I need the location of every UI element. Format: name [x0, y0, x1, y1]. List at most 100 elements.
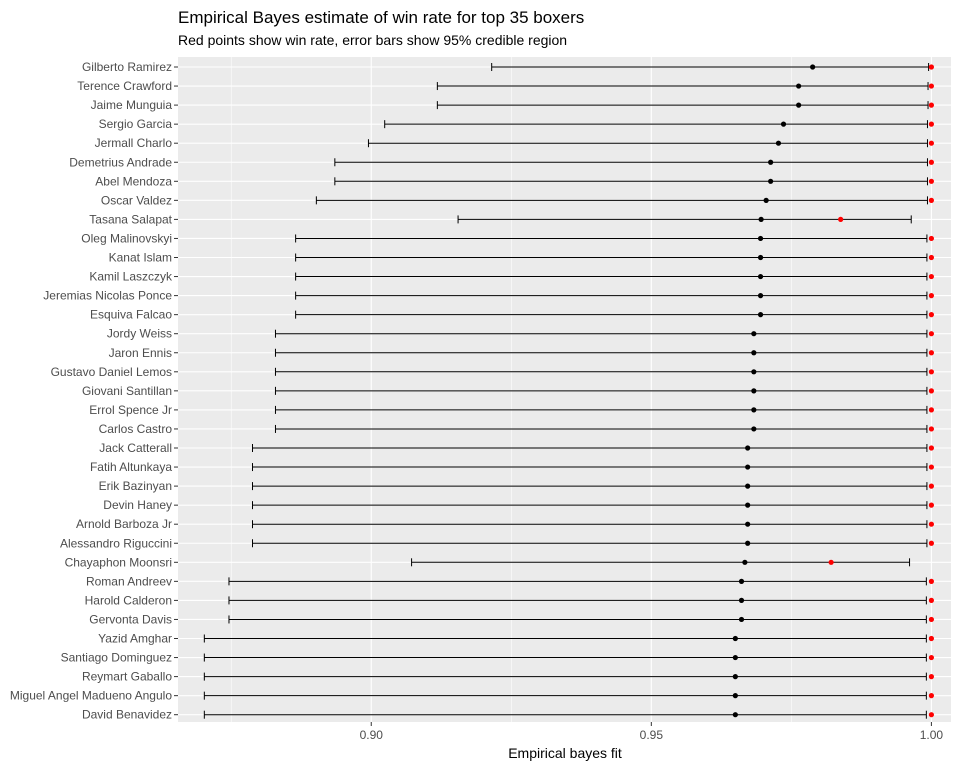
estimate-point	[810, 64, 816, 70]
y-tick-label: Gervonta Davis	[89, 612, 172, 626]
y-tick-label: Chayaphon Moonsri	[65, 555, 172, 569]
y-tick-label: Gustavo Daniel Lemos	[51, 365, 172, 379]
y-tick-label: Miguel Angel Madueno Angulo	[10, 689, 172, 703]
y-tick-label: Errol Spence Jr	[89, 403, 172, 417]
win-rate-point	[928, 407, 934, 413]
y-tick-label: Oleg Malinovskyi	[81, 231, 172, 245]
minor-gridlines	[230, 57, 792, 722]
y-tick-label: Alessandro Riguccini	[60, 536, 172, 550]
y-tick-label: Harold Calderon	[85, 593, 172, 607]
chart-title: Empirical Bayes estimate of win rate for…	[178, 8, 584, 27]
win-rate-point	[928, 254, 934, 261]
win-rate-point	[928, 502, 934, 508]
y-tick-label: Jordy Weiss	[107, 327, 172, 341]
estimate-point	[796, 102, 802, 108]
x-tick-label: 0.90	[360, 728, 384, 742]
estimate-point	[757, 293, 764, 299]
win-rate-point	[828, 559, 834, 565]
estimate-point	[775, 140, 782, 146]
y-tick-label: Tasana Salapat	[89, 212, 172, 226]
y-tick-label: Jeremias Nicolas Ponce	[43, 289, 172, 303]
estimate-point	[751, 369, 757, 375]
y-tick-label: Jaron Ennis	[109, 346, 172, 360]
estimate-point	[732, 654, 738, 661]
y-tick-label: David Benavidez	[82, 708, 172, 722]
estimate-point	[745, 521, 751, 527]
win-rate-point	[928, 712, 934, 718]
y-tick-label: Terence Crawford	[77, 79, 172, 93]
win-rate-point	[928, 464, 934, 470]
y-tick-label: Jermall Charlo	[95, 136, 173, 150]
win-rate-point	[928, 426, 934, 432]
estimate-point	[738, 616, 745, 623]
estimate-point	[732, 712, 738, 718]
y-tick-label: Gilberto Ramirez	[82, 60, 172, 74]
estimate-point	[758, 216, 764, 222]
y-tick-label: Demetrius Andrade	[69, 155, 172, 169]
win-rate-point	[928, 159, 934, 165]
estimate-point	[738, 578, 745, 584]
y-tick-label: Reymart Gaballo	[82, 670, 172, 684]
estimate-point	[757, 273, 764, 280]
win-rate-point	[928, 64, 934, 70]
win-rate-point	[928, 674, 934, 680]
y-tick-label: Sergio Garcia	[99, 117, 173, 131]
win-rate-point	[928, 83, 934, 89]
win-rate-point	[928, 178, 934, 184]
plot-panel	[178, 57, 951, 722]
win-rate-point	[928, 578, 934, 584]
y-tick-label: Kanat Islam	[109, 251, 172, 265]
estimate-point	[732, 693, 738, 699]
x-axis-label: Empirical bayes fit	[508, 745, 622, 761]
estimate-point	[745, 445, 751, 451]
win-rate-point	[928, 102, 934, 108]
estimate-point	[757, 254, 764, 261]
points	[732, 64, 934, 718]
win-rate-point	[928, 597, 934, 604]
win-rate-point	[928, 273, 934, 280]
win-rate-point	[928, 616, 934, 623]
estimate-point	[757, 235, 764, 242]
estimate-point	[757, 312, 764, 318]
x-tick-label: 0.95	[640, 728, 664, 742]
estimate-point	[732, 674, 738, 680]
win-rate-point	[928, 121, 934, 127]
y-tick-label: Jaime Munguia	[91, 98, 173, 112]
estimate-point	[763, 197, 769, 203]
estimate-point	[751, 388, 757, 394]
x-tick-label: 1.00	[920, 728, 944, 742]
estimate-point	[745, 502, 751, 508]
win-rate-point	[928, 293, 934, 299]
estimate-point	[745, 464, 751, 470]
win-rate-point	[928, 235, 934, 242]
win-rate-point	[928, 483, 934, 489]
estimate-point	[738, 597, 745, 604]
estimate-point	[745, 483, 751, 489]
estimate-point	[768, 159, 774, 165]
estimate-point	[751, 426, 757, 432]
y-axis: Gilberto Ramirez Terence Crawford Jaime Mu…	[10, 60, 178, 722]
win-rate-point	[928, 140, 934, 146]
error-bars	[203, 63, 930, 719]
win-rate-point	[928, 369, 934, 375]
win-rate-point	[838, 216, 844, 222]
estimate-point	[751, 331, 757, 337]
estimate-point	[732, 635, 738, 642]
win-rate-point	[928, 331, 934, 337]
win-rate-point	[928, 693, 934, 699]
estimate-point	[742, 559, 748, 565]
y-tick-label: Yazid Amghar	[98, 632, 172, 646]
win-rate-point	[928, 197, 934, 203]
estimate-point	[751, 407, 757, 413]
chart-subtitle: Red points show win rate, error bars sho…	[178, 32, 567, 48]
y-tick-label: Devin Haney	[103, 498, 172, 512]
win-rate-point	[928, 388, 934, 394]
y-tick-label: Fatih Altunkaya	[90, 460, 172, 474]
estimate-point	[751, 350, 757, 356]
y-tick-label: Erik Bazinyan	[99, 479, 172, 493]
y-tick-label: Roman Andreev	[86, 574, 172, 588]
x-axis: 0.90 0.95 1.00	[360, 722, 944, 742]
estimate-point	[796, 83, 802, 89]
win-rate-point	[928, 540, 934, 546]
